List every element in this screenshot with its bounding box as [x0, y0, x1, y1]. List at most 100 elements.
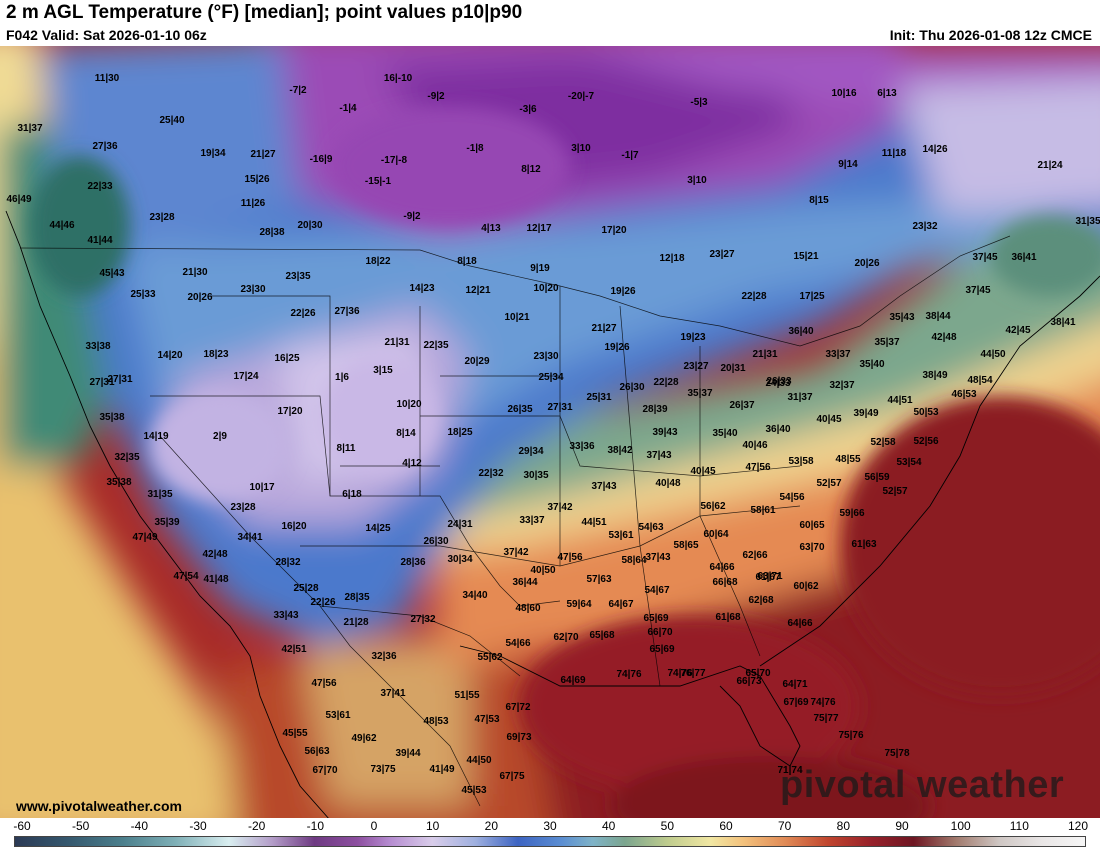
point-value-label: 26|35 [507, 404, 532, 415]
point-value-label: 73|75 [370, 764, 395, 775]
point-value-label: 23|28 [149, 212, 174, 223]
point-value-label: 37|43 [646, 450, 671, 461]
point-value-label: 15|26 [244, 174, 269, 185]
watermark-logo: pivotal weather [780, 764, 1065, 806]
point-value-label: 53|58 [788, 456, 813, 467]
point-value-label: 63|70 [799, 542, 824, 553]
point-value-label: 46|53 [951, 389, 976, 400]
point-value-label: 76|77 [680, 668, 705, 679]
point-value-label: 23|30 [533, 351, 558, 362]
point-value-label: 21|28 [343, 617, 368, 628]
point-value-label: 46|49 [6, 194, 31, 205]
point-value-label: 25|40 [159, 115, 184, 126]
point-value-label: 74|76 [667, 668, 692, 679]
point-value-label: 22|35 [423, 340, 448, 351]
point-value-label: 35|37 [687, 388, 712, 399]
point-value-label: 47|56 [557, 552, 582, 563]
point-value-label: 47|56 [745, 462, 770, 473]
point-value-label: 28|39 [642, 404, 667, 415]
point-value-label: 21|30 [182, 267, 207, 278]
point-value-label: 53|54 [896, 457, 921, 468]
point-value-label: 8|15 [809, 195, 829, 206]
point-value-label: 4|12 [402, 458, 422, 469]
header: 2 m AGL Temperature (°F) [median]; point… [0, 0, 1100, 46]
point-value-label: 62|66 [742, 550, 767, 561]
point-value-label: 53|61 [608, 530, 633, 541]
point-value-label: 14|25 [365, 523, 390, 534]
point-value-label: 18|25 [447, 427, 472, 438]
point-value-label: 44|50 [466, 755, 491, 766]
point-value-label: 26|30 [619, 382, 644, 393]
point-value-label: 35|39 [154, 517, 179, 528]
temperature-map[interactable]: 11|30 -7|2 16|-10 -9|2 -20|-7 -5|3 10|16 6|13 31… [0, 46, 1100, 820]
point-value-label: 45|55 [282, 728, 307, 739]
map-title: 2 m AGL Temperature (°F) [median]; point… [6, 2, 523, 23]
point-value-label: 31|37 [17, 123, 42, 134]
point-value-label: 35|38 [106, 477, 131, 488]
point-value-label: 40|45 [690, 466, 715, 477]
point-value-label: 58|64 [621, 555, 646, 566]
colorbar-tick-label: 0 [370, 819, 378, 833]
point-value-label: 64|66 [709, 562, 734, 573]
point-value-label: 25|31 [586, 392, 611, 403]
point-value-label: -17|-8 [381, 155, 408, 166]
point-value-label: 61|67 [755, 572, 780, 583]
point-value-label: 53|61 [325, 710, 350, 721]
point-value-label: 67|72 [505, 702, 530, 713]
point-value-label: 44|51 [581, 517, 606, 528]
colorbar-ticks: -60 -50 -40 -30 -20 -10 0 10 20 30 40 50 60 70 80 90 100… [0, 818, 1100, 834]
point-value-label: 27|36 [92, 141, 117, 152]
point-value-label: 65|70 [745, 668, 770, 679]
point-value-label: 74|76 [810, 697, 835, 708]
point-value-label: 25|28 [293, 583, 318, 594]
point-value-label: 24|33 [765, 378, 790, 389]
colorbar-tick-label: 110 [1009, 819, 1029, 833]
point-value-label: 47|54 [173, 571, 198, 582]
colorbar-tick-label: -50 [71, 819, 90, 833]
point-value-label: 39|43 [652, 427, 677, 438]
colorbar-tick-label: -40 [130, 819, 148, 833]
point-value-label: 56|63 [304, 746, 329, 757]
point-value-label: 34|40 [462, 590, 487, 601]
point-value-label: 26|33 [766, 376, 791, 387]
point-value-label: 61|68 [715, 612, 740, 623]
point-value-label: 58|65 [673, 540, 698, 551]
point-value-label: 19|26 [610, 286, 635, 297]
point-value-label: -1|4 [339, 103, 357, 114]
point-value-label: 17|20 [601, 225, 626, 236]
point-value-label: -1|8 [466, 143, 484, 154]
point-value-label: 37|43 [591, 481, 616, 492]
point-value-label: 48|60 [515, 603, 540, 614]
point-value-label: 42|48 [202, 549, 227, 560]
point-value-label: -1|7 [621, 150, 639, 161]
point-value-label: 12|17 [526, 223, 551, 234]
point-value-label: 23|27 [683, 361, 708, 372]
point-value-label: 40|45 [816, 414, 841, 425]
point-value-label: 33|43 [273, 610, 298, 621]
point-value-label: 52|58 [870, 437, 895, 448]
point-value-label: 60|62 [793, 581, 818, 592]
point-value-label: 56|59 [864, 472, 889, 483]
point-value-label: -9|2 [427, 91, 445, 102]
point-value-label: 75|77 [813, 713, 838, 724]
point-value-label: 48|53 [423, 716, 448, 727]
point-value-label: 14|19 [143, 431, 168, 442]
point-value-label: 67|75 [499, 771, 524, 782]
point-value-label: 27|31 [107, 374, 132, 385]
point-value-label: 3|10 [687, 175, 707, 186]
point-value-label: 49|62 [351, 733, 376, 744]
point-value-label: 21|31 [752, 349, 777, 360]
point-value-label: 11|26 [241, 198, 266, 209]
point-value-label: 27|31 [89, 377, 114, 388]
colorbar-tick-label: 120 [1067, 819, 1089, 833]
point-value-label: 44|50 [980, 349, 1005, 360]
point-value-label: 4|13 [481, 223, 501, 234]
map-canvas: 11|30 -7|2 16|-10 -9|2 -20|-7 -5|3 10|16 6|13 31… [0, 46, 1100, 820]
point-value-label: 36|40 [765, 424, 790, 435]
point-value-label: 62|68 [748, 595, 773, 606]
point-value-label: 65|68 [589, 630, 614, 641]
point-value-label: 39|49 [853, 408, 878, 419]
point-value-label: 10|20 [533, 283, 558, 294]
point-value-label: 35|40 [712, 428, 737, 439]
point-value-label: 22|33 [87, 181, 112, 192]
